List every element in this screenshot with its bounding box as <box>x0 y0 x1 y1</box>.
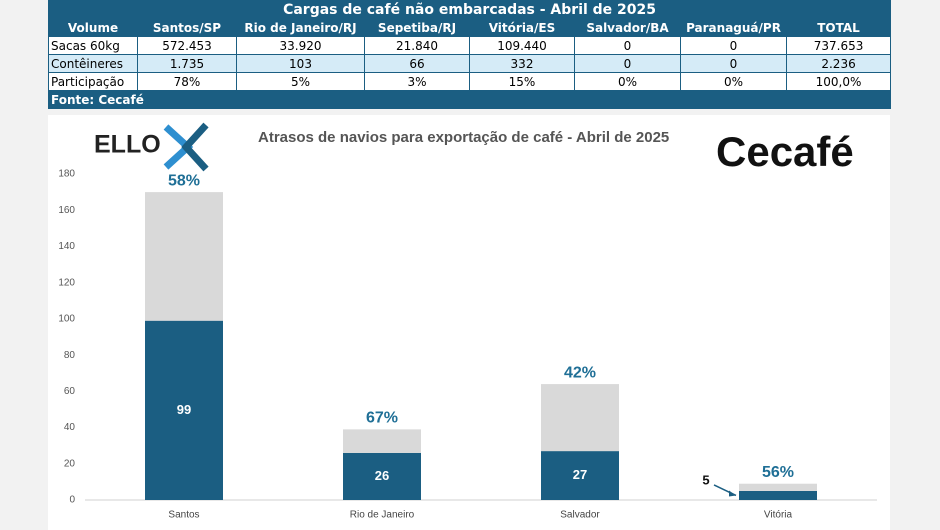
table-cell: Rio de Janeiro/RJ <box>236 18 365 37</box>
bar-segment <box>541 384 619 452</box>
bar-segment <box>145 192 223 321</box>
table-cell: 737.653 <box>785 36 892 55</box>
y-tick-label: 0 <box>69 495 75 506</box>
y-tick-label: 160 <box>58 205 75 216</box>
table-cell: 0 <box>574 54 681 73</box>
y-tick-label: 100 <box>58 314 75 325</box>
x-tick-label: Vitória <box>764 510 793 521</box>
share-label: 56% <box>762 464 794 481</box>
table-row: Contêineres 1.735 103 66 332 0 0 2.236 <box>48 54 892 73</box>
table-cell: 33.920 <box>236 36 365 55</box>
table-cell: TOTAL <box>785 18 892 37</box>
y-tick-label: 20 <box>64 458 76 469</box>
table-cell: Santos/SP <box>137 18 237 37</box>
logo-cecafe: Cecafé <box>716 128 854 175</box>
label-arrowhead <box>729 490 736 497</box>
x-tick-label: Rio de Janeiro <box>350 510 415 521</box>
table-cell: 100,0% <box>785 72 892 91</box>
table-cell: 0 <box>680 36 787 55</box>
bar-segment <box>145 320 223 500</box>
table-cell: 3% <box>364 72 470 91</box>
table-cell: 15% <box>469 72 575 91</box>
table-cell: 572.453 <box>137 36 237 55</box>
share-label: 42% <box>564 364 596 381</box>
share-label: 67% <box>366 410 398 427</box>
data-label: 26 <box>375 468 389 483</box>
table-cell: 0 <box>574 36 681 55</box>
cargo-table: Cargas de café não embarcadas - Abril de… <box>47 0 892 109</box>
table-footer: Fonte: Cecafé <box>47 90 892 109</box>
logo-x-icon <box>163 122 209 172</box>
table-cell: 66 <box>364 54 470 73</box>
table-cell: 78% <box>137 72 237 91</box>
chart: ELLO Atrasos de navios para exportação d… <box>48 115 890 530</box>
table-cell: 0 <box>680 54 787 73</box>
table-cell: Vitória/ES <box>469 18 575 37</box>
table-cell: Participação <box>48 72 138 91</box>
y-tick-label: 180 <box>58 169 75 180</box>
data-label: 99 <box>177 402 191 417</box>
bar-segment <box>739 490 817 500</box>
table-cell: 0% <box>574 72 681 91</box>
table-cell: Contêineres <box>48 54 138 73</box>
share-label: 58% <box>168 172 200 189</box>
table-row: Participação 78% 5% 3% 15% 0% 0% 100,0% <box>48 72 892 91</box>
data-label: 27 <box>573 467 587 482</box>
table-cell: 5% <box>236 72 365 91</box>
table-title: Cargas de café não embarcadas - Abril de… <box>47 0 892 19</box>
table-cell: Volume <box>48 18 138 37</box>
table-cell: 0% <box>680 72 787 91</box>
y-tick-label: 60 <box>64 386 76 397</box>
table-cell: Sepetiba/RJ <box>364 18 470 37</box>
table-cell: 2.236 <box>785 54 892 73</box>
x-tick-label: Santos <box>168 510 199 521</box>
table-cell: 21.840 <box>364 36 470 55</box>
table-cell: 103 <box>236 54 365 73</box>
chart-title: Atrasos de navios para exportação de caf… <box>258 129 669 146</box>
table-cell: 332 <box>469 54 575 73</box>
x-tick-label: Salvador <box>560 510 600 521</box>
table-cell: 109.440 <box>469 36 575 55</box>
table-cell: Paranaguá/PR <box>680 18 787 37</box>
bar-segment <box>739 483 817 491</box>
y-tick-label: 40 <box>64 422 76 433</box>
table-cell: 1.735 <box>137 54 237 73</box>
y-tick-label: 140 <box>58 241 75 252</box>
y-tick-label: 80 <box>64 350 76 361</box>
bar-segment <box>343 429 421 453</box>
table-cell: Sacas 60kg <box>48 36 138 55</box>
data-label: 5 <box>702 472 709 487</box>
y-tick-label: 120 <box>58 277 75 288</box>
logo-ellox: ELLO <box>94 131 161 159</box>
table-header: Volume Santos/SP Rio de Janeiro/RJ Sepetiba… <box>48 18 892 37</box>
table-row: Sacas 60kg 572.453 33.920 21.840 109.440 0 0 73… <box>48 36 892 55</box>
table-cell: Salvador/BA <box>574 18 681 37</box>
bar-segment <box>343 452 421 500</box>
bar-segment <box>541 451 619 500</box>
